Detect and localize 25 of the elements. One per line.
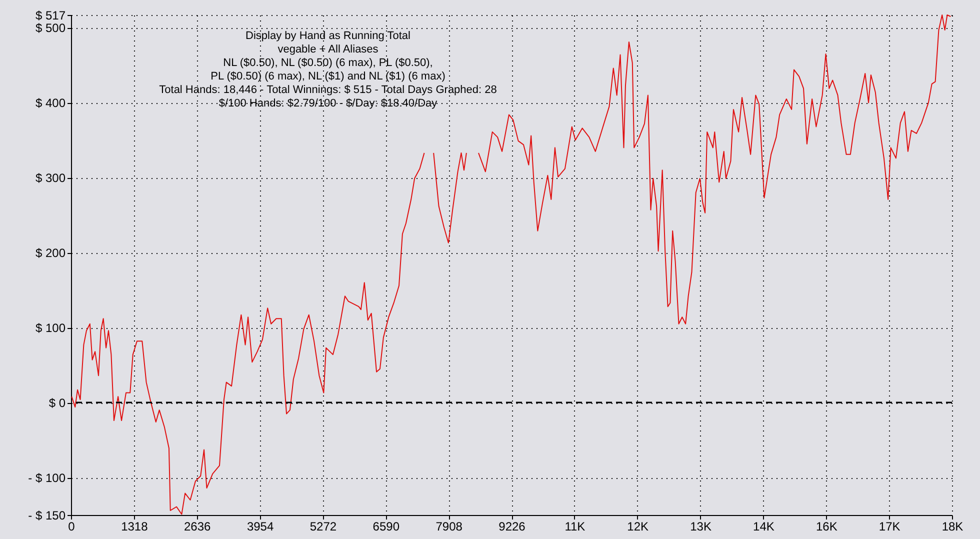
y-tick-label: $ 300 [35,171,66,186]
x-tick-label: 9226 [498,520,526,534]
y-tick-label: - $ 150 [28,508,66,522]
x-tick-label: 0 [68,520,76,534]
x-tick-label: 6590 [372,520,400,534]
y-tick-label: $ 100 [35,321,66,336]
text: Display by Hand as Running Total [246,30,410,42]
x-tick-label: 5272 [310,520,337,534]
x-tick-label: 1318 [121,520,148,534]
y-tick-label: $ 400 [35,96,66,110]
x-tick-label: 13K [690,520,712,534]
x-tick-label: 11K [564,520,586,534]
x-tick-label: 2636 [184,520,212,534]
x-tick-label: 7908 [436,520,463,534]
x-tick-label: 12K [627,520,649,534]
x-tick-label: 3954 [246,520,274,534]
y-tick-label: $ 0 [48,396,66,410]
x-tick-label: 18K [942,520,964,534]
x-tick-label: 14K [753,520,774,534]
y-tick-label: $ 500 [35,21,66,36]
y-tick-label: $ 517 [35,8,66,22]
y-tick-label: - $ 100 [28,471,66,486]
y-tick-label: $ 200 [35,246,66,260]
x-tick-label: 17K [878,520,900,534]
x-tick-label: 16K [816,520,838,534]
